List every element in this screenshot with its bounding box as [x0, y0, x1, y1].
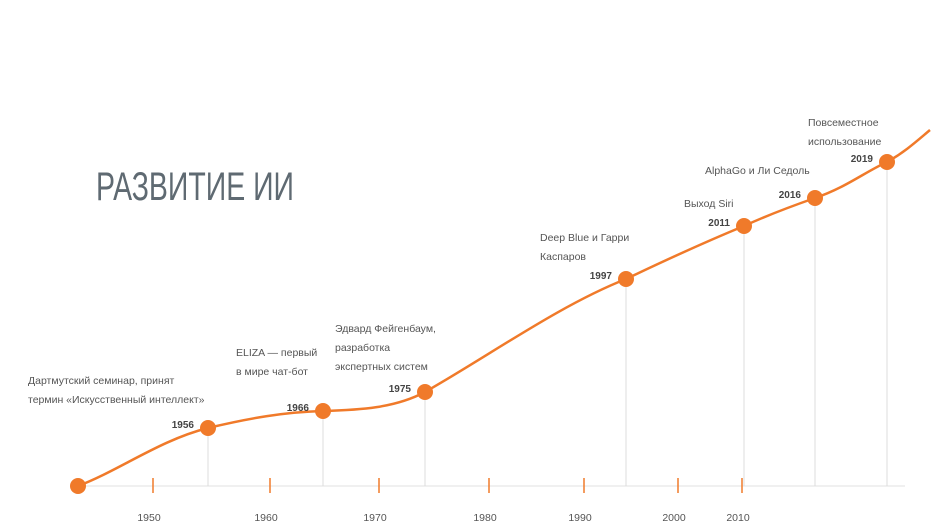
event-label: Эдвард Фейгенбаум, — [335, 323, 436, 335]
event-dot — [807, 190, 823, 206]
axis-label: 1950 — [137, 512, 161, 524]
event-label: в мире чат-бот — [236, 366, 308, 378]
start-dot — [70, 478, 86, 494]
axis-label: 1980 — [473, 512, 497, 524]
axis-label: 2010 — [726, 512, 750, 524]
event-year: 2016 — [779, 190, 802, 201]
axis-label: 1960 — [254, 512, 278, 524]
event-year: 2011 — [708, 218, 730, 229]
event-label: Выход Siri — [684, 198, 734, 210]
event-label: Дартмутский семинар, принят — [28, 375, 174, 387]
event-label: разработка — [335, 342, 390, 354]
axis-label: 2000 — [662, 512, 686, 524]
title: РАЗВИТИЕ ИИ — [96, 165, 294, 209]
event-dot — [618, 271, 634, 287]
event-dot — [315, 403, 331, 419]
event-label: AlphaGo и Ли Седоль — [705, 165, 810, 177]
timeline-curve — [77, 129, 931, 488]
event-dot — [879, 154, 895, 170]
event-dot — [200, 420, 216, 436]
event-dot — [417, 384, 433, 400]
event-label: Каспаров — [540, 251, 586, 263]
event-label: экспертных систем — [335, 361, 428, 373]
event-dot — [736, 218, 752, 234]
event-year: 1956 — [172, 420, 195, 431]
event-label: термин «Искусственный интеллект» — [28, 394, 205, 406]
event-year: 1966 — [287, 403, 310, 414]
axis-label: 1970 — [363, 512, 387, 524]
event-label: ELIZA — первый — [236, 347, 317, 359]
event-year: 1997 — [590, 271, 613, 282]
event-year: 1975 — [389, 384, 412, 395]
axis-label: 1990 — [568, 512, 592, 524]
event-label: использование — [808, 136, 882, 148]
event-label: Deep Blue и Гарри — [540, 232, 629, 244]
event-label: Повсеместное — [808, 117, 879, 129]
event-year: 2019 — [851, 154, 874, 165]
